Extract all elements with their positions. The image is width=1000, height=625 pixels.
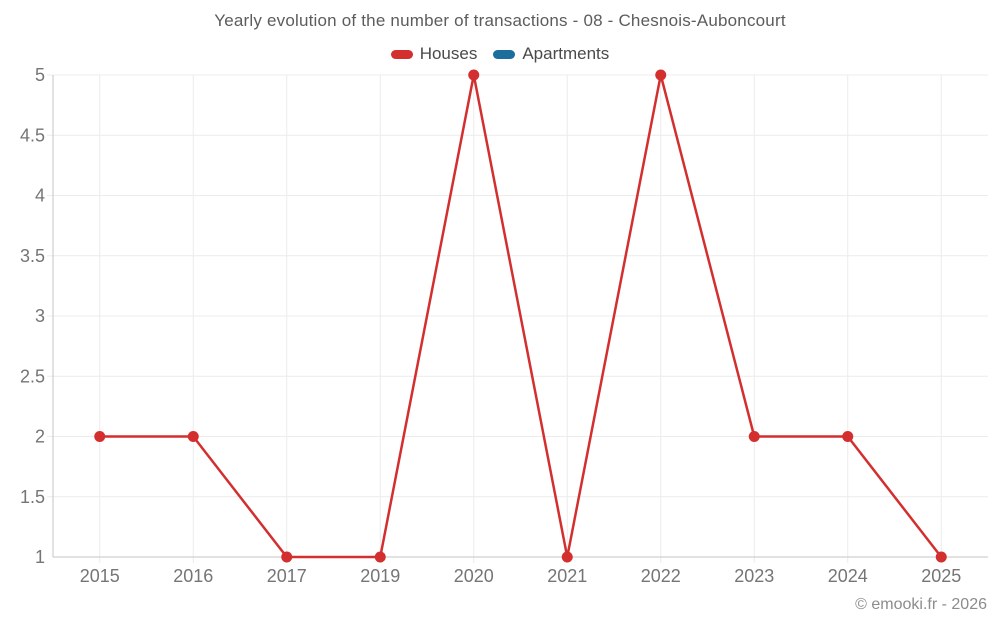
x-tick-label: 2019 bbox=[360, 566, 400, 586]
legend-label: Apartments bbox=[522, 44, 610, 63]
data-point-houses-2015[interactable] bbox=[94, 431, 106, 442]
y-tick-label: 2.5 bbox=[20, 366, 45, 386]
legend-label: Houses bbox=[419, 44, 478, 63]
data-point-houses-2022[interactable] bbox=[655, 69, 667, 81]
data-point-houses-2020[interactable] bbox=[468, 69, 480, 81]
x-tick-label: 2022 bbox=[641, 566, 681, 586]
legend-swatch-apartments bbox=[493, 49, 516, 59]
legend-swatch-houses bbox=[390, 49, 413, 59]
series-line-houses bbox=[98, 73, 943, 559]
y-tick-label: 4 bbox=[35, 186, 45, 206]
legend-item-apartments[interactable]: Apartments bbox=[493, 44, 609, 64]
x-tick-label: 2015 bbox=[80, 566, 120, 586]
x-tick-label: 2017 bbox=[267, 566, 307, 586]
legend: Houses Apartments bbox=[0, 44, 1000, 64]
x-tick-label: 2025 bbox=[921, 566, 961, 586]
copyright-footer: © emooki.fr - 2026 bbox=[855, 596, 987, 613]
x-tick-label: 2016 bbox=[173, 566, 213, 586]
x-tick-label: 2024 bbox=[828, 566, 868, 586]
data-point-houses-2023[interactable] bbox=[748, 431, 760, 442]
data-point-houses-2019[interactable] bbox=[374, 551, 386, 563]
y-tick-label: 2 bbox=[35, 427, 45, 447]
y-tick-label: 4.5 bbox=[20, 125, 45, 145]
chart-title: Yearly evolution of the number of transa… bbox=[214, 11, 786, 30]
y-tick-label: 3.5 bbox=[20, 246, 45, 266]
y-tick-label: 1 bbox=[35, 547, 45, 567]
data-point-houses-2016[interactable] bbox=[187, 431, 199, 442]
x-tick-label: 2021 bbox=[547, 566, 587, 586]
data-point-houses-2021[interactable] bbox=[561, 551, 573, 563]
y-tick-label: 5 bbox=[35, 65, 45, 85]
x-tick-label: 2023 bbox=[734, 566, 774, 586]
x-tick-label: 2020 bbox=[454, 566, 494, 586]
legend-item-houses[interactable]: Houses bbox=[390, 44, 478, 64]
data-point-houses-2025[interactable] bbox=[935, 551, 947, 563]
y-tick-label: 3 bbox=[35, 306, 45, 326]
data-point-houses-2017[interactable] bbox=[281, 551, 293, 563]
y-tick-label: 1.5 bbox=[20, 487, 45, 507]
data-point-houses-2024[interactable] bbox=[842, 431, 854, 442]
